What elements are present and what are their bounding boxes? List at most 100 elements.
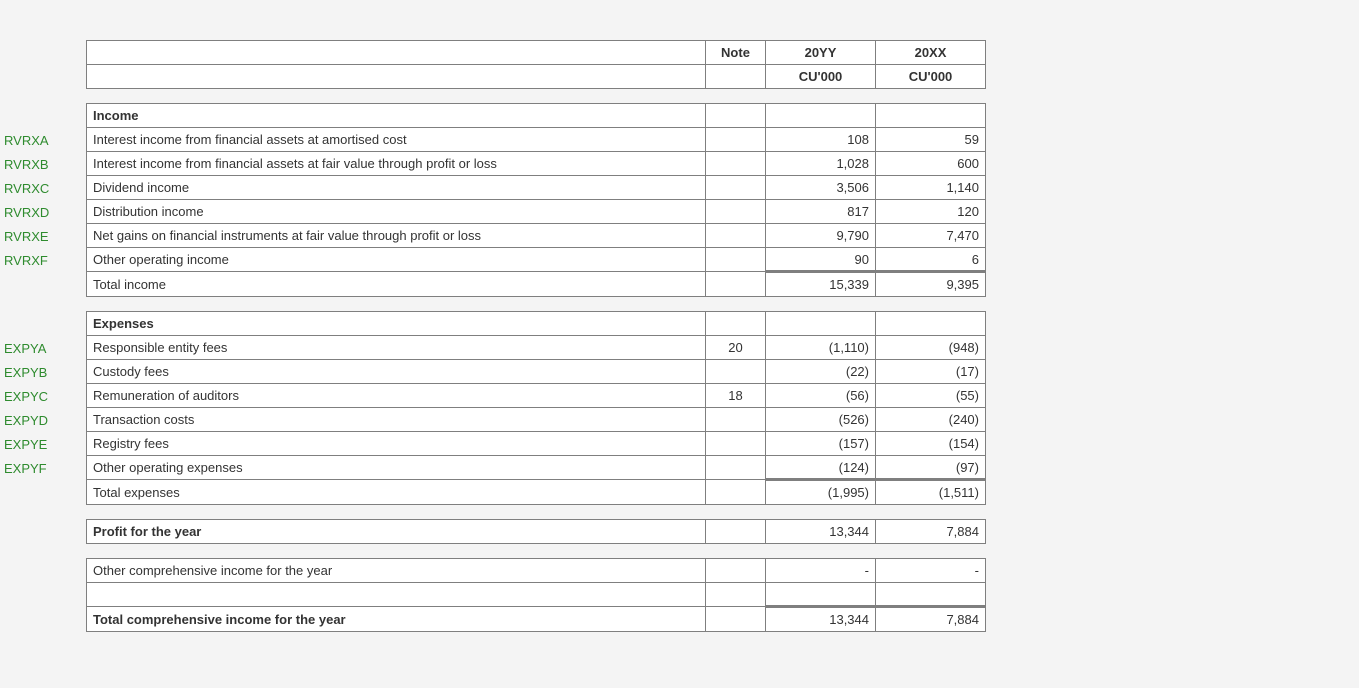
row-code: RVRXB bbox=[0, 152, 86, 176]
expenses-total-yy: (1,995) bbox=[766, 480, 876, 505]
row-note bbox=[706, 408, 766, 432]
code-gutter bbox=[0, 103, 86, 128]
income-total-label: Total income bbox=[86, 272, 706, 297]
header-row-2: CU'000 CU'000 bbox=[0, 65, 1359, 89]
income-total-note bbox=[706, 272, 766, 297]
row-code: EXPYA bbox=[0, 336, 86, 360]
row-value-xx: 59 bbox=[876, 128, 986, 152]
header-yy: 20YY bbox=[766, 40, 876, 65]
tci-xx: 7,884 bbox=[876, 607, 986, 632]
table-row: EXPYERegistry fees (157)(154) bbox=[0, 432, 1359, 456]
row-note bbox=[706, 432, 766, 456]
row-label: Distribution income bbox=[86, 200, 706, 224]
blank bbox=[766, 311, 876, 336]
blank bbox=[876, 311, 986, 336]
header-unit-yy: CU'000 bbox=[766, 65, 876, 89]
row-label: Interest income from financial assets at… bbox=[86, 152, 706, 176]
row-code: EXPYC bbox=[0, 384, 86, 408]
profit-note bbox=[706, 519, 766, 544]
row-note bbox=[706, 128, 766, 152]
row-value-yy: 90 bbox=[766, 248, 876, 272]
row-code: EXPYE bbox=[0, 432, 86, 456]
row-value-xx: (948) bbox=[876, 336, 986, 360]
row-value-yy: (56) bbox=[766, 384, 876, 408]
row-code: EXPYB bbox=[0, 360, 86, 384]
table-row: RVRXCDividend income 3,5061,140 bbox=[0, 176, 1359, 200]
row-code: RVRXD bbox=[0, 200, 86, 224]
oci-note bbox=[706, 558, 766, 583]
row-value-yy: 817 bbox=[766, 200, 876, 224]
row-value-xx: 7,470 bbox=[876, 224, 986, 248]
income-total-yy: 15,339 bbox=[766, 272, 876, 297]
header-label-blank-2 bbox=[86, 65, 706, 89]
tci-note bbox=[706, 607, 766, 632]
code-gutter bbox=[0, 583, 86, 607]
row-code: RVRXC bbox=[0, 176, 86, 200]
row-note bbox=[706, 224, 766, 248]
row-note bbox=[706, 176, 766, 200]
row-label: Other operating expenses bbox=[86, 456, 706, 480]
row-label: Responsible entity fees bbox=[86, 336, 706, 360]
header-label-blank bbox=[86, 40, 706, 65]
tci-yy: 13,344 bbox=[766, 607, 876, 632]
row-note bbox=[706, 200, 766, 224]
row-label: Interest income from financial assets at… bbox=[86, 128, 706, 152]
profit-xx: 7,884 bbox=[876, 519, 986, 544]
row-code: RVRXE bbox=[0, 224, 86, 248]
table-row: EXPYFOther operating expenses (124)(97) bbox=[0, 456, 1359, 480]
header-xx: 20XX bbox=[876, 40, 986, 65]
row-note bbox=[706, 248, 766, 272]
row-note bbox=[706, 360, 766, 384]
blank bbox=[706, 583, 766, 607]
table-row: RVRXFOther operating income906 bbox=[0, 248, 1359, 272]
expenses-total-xx: (1,511) bbox=[876, 480, 986, 505]
row-note: 18 bbox=[706, 384, 766, 408]
oci-label: Other comprehensive income for the year bbox=[86, 558, 706, 583]
row-value-xx: (97) bbox=[876, 456, 986, 480]
header-note: Note bbox=[706, 40, 766, 65]
row-value-yy: 108 bbox=[766, 128, 876, 152]
row-value-xx: 1,140 bbox=[876, 176, 986, 200]
row-code: EXPYF bbox=[0, 456, 86, 480]
code-gutter bbox=[0, 480, 86, 505]
row-label: Remuneration of auditors bbox=[86, 384, 706, 408]
blank bbox=[766, 583, 876, 607]
row-label: Transaction costs bbox=[86, 408, 706, 432]
blank bbox=[876, 103, 986, 128]
row-value-yy: (157) bbox=[766, 432, 876, 456]
row-label: Custody fees bbox=[86, 360, 706, 384]
code-gutter bbox=[0, 607, 86, 632]
income-title: Income bbox=[86, 103, 706, 128]
financial-statement: Note 20YY 20XX CU'000 CU'000 Income RVRX… bbox=[0, 0, 1359, 632]
header-unit-xx: CU'000 bbox=[876, 65, 986, 89]
income-title-row: Income bbox=[0, 103, 1359, 128]
row-value-xx: (240) bbox=[876, 408, 986, 432]
table-row: EXPYCRemuneration of auditors18(56)(55) bbox=[0, 384, 1359, 408]
oci-xx: - bbox=[876, 558, 986, 583]
row-value-xx: 120 bbox=[876, 200, 986, 224]
row-value-yy: 3,506 bbox=[766, 176, 876, 200]
blank bbox=[706, 103, 766, 128]
expenses-title-row: Expenses bbox=[0, 311, 1359, 336]
row-value-yy: (124) bbox=[766, 456, 876, 480]
table-row: RVRXAInterest income from financial asse… bbox=[0, 128, 1359, 152]
row-value-xx: (154) bbox=[876, 432, 986, 456]
tci-label: Total comprehensive income for the year bbox=[86, 607, 706, 632]
row-code: RVRXF bbox=[0, 248, 86, 272]
row-value-xx: 6 bbox=[876, 248, 986, 272]
row-label: Dividend income bbox=[86, 176, 706, 200]
header-row-1: Note 20YY 20XX bbox=[0, 40, 1359, 65]
oci-yy: - bbox=[766, 558, 876, 583]
code-gutter bbox=[0, 519, 86, 544]
row-note bbox=[706, 152, 766, 176]
row-value-yy: 1,028 bbox=[766, 152, 876, 176]
expenses-total-note bbox=[706, 480, 766, 505]
expenses-total-label: Total expenses bbox=[86, 480, 706, 505]
table-row: EXPYBCustody fees(22)(17) bbox=[0, 360, 1359, 384]
tci-row: Total comprehensive income for the year … bbox=[0, 607, 1359, 632]
expenses-title: Expenses bbox=[86, 311, 706, 336]
table-row: RVRXENet gains on financial instruments … bbox=[0, 224, 1359, 248]
row-label: Registry fees bbox=[86, 432, 706, 456]
table-row: RVRXBInterest income from financial asse… bbox=[0, 152, 1359, 176]
income-total-xx: 9,395 bbox=[876, 272, 986, 297]
